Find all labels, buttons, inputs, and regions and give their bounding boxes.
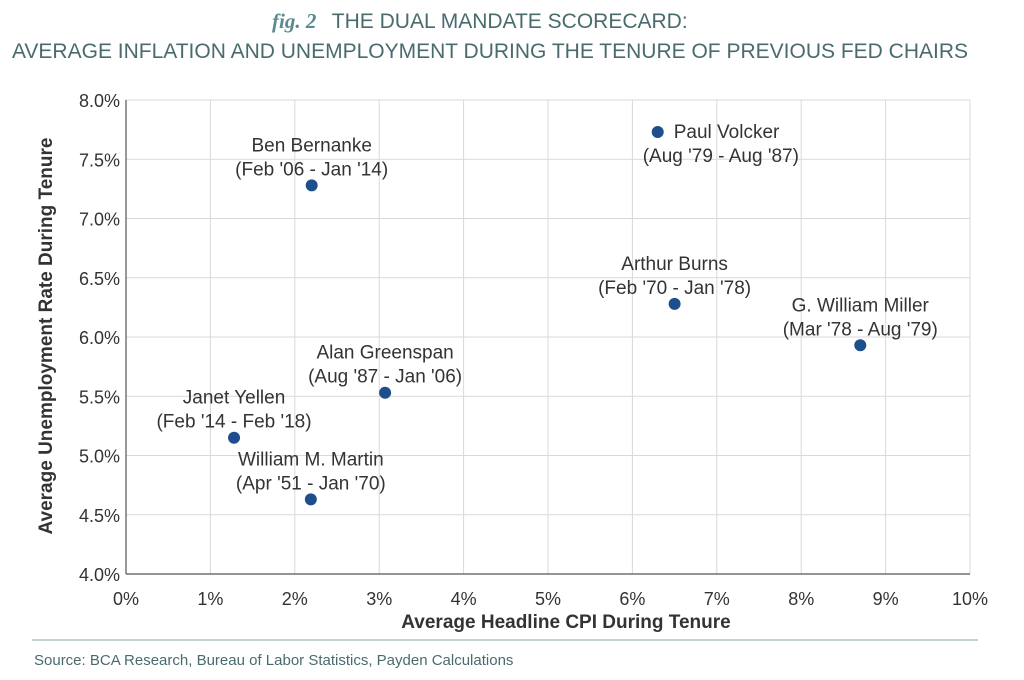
data-point <box>854 339 867 352</box>
point-name-label: William M. Martin <box>238 449 384 470</box>
x-tick-label: 8% <box>788 589 814 609</box>
y-tick-label: 6.5% <box>79 269 120 289</box>
y-tick-label: 7.5% <box>79 150 120 170</box>
y-tick-label: 8.0% <box>79 91 120 111</box>
point-labels: Paul Volcker (Aug '79 - Aug '87) Ben Berna… <box>156 122 937 494</box>
y-tick-label: 6.0% <box>79 328 120 348</box>
point-tenure-label: (Feb '70 - Jan '78) <box>598 278 751 299</box>
chart-title-line2: AVERAGE INFLATION AND UNEMPLOYMENT DURIN… <box>12 40 968 63</box>
chart-title-line1: fig. 2 THE DUAL MANDATE SCORECARD: <box>272 9 688 33</box>
data-point <box>304 493 317 506</box>
point-tenure-label: (Apr '51 - Jan '70) <box>236 473 386 494</box>
y-tick-label: 7.0% <box>79 210 120 230</box>
point-tenure-label: (Mar '78 - Aug '79) <box>783 319 938 340</box>
data-point <box>379 386 392 399</box>
point-name-label: Ben Bernanke <box>251 135 371 156</box>
y-tick-label: 5.5% <box>79 387 120 407</box>
y-tick-labels: 4.0% 4.5% 5.0% 5.5% 6.0% 6.5% 7.0% 7.5% 8.0% <box>79 91 120 585</box>
y-tick-label: 4.5% <box>79 506 120 526</box>
x-tick-label: 1% <box>197 589 223 609</box>
x-tick-label: 10% <box>952 589 988 609</box>
axes <box>125 100 970 575</box>
x-tick-label: 7% <box>704 589 730 609</box>
point-name-label: Alan Greenspan <box>316 343 453 364</box>
figure-label: fig. 2 <box>272 9 317 33</box>
x-tick-label: 5% <box>535 589 561 609</box>
x-tick-label: 0% <box>113 589 139 609</box>
point-name-label: Janet Yellen <box>183 388 286 409</box>
x-tick-label: 2% <box>282 589 308 609</box>
data-points <box>228 125 867 506</box>
point-tenure-label: (Aug '87 - Jan '06) <box>308 367 462 388</box>
source-note: Source: BCA Research, Bureau of Labor St… <box>34 652 513 669</box>
x-axis-title: Average Headline CPI During Tenure <box>401 612 730 633</box>
x-tick-label: 4% <box>451 589 477 609</box>
x-tick-labels: 0% 1% 2% 3% 4% 5% 6% 7% 8% 9% 10% <box>113 589 988 609</box>
y-tick-label: 5.0% <box>79 447 120 467</box>
y-axis-title: Average Unemployment Rate During Tenure <box>36 138 57 535</box>
data-point <box>305 179 318 192</box>
gridlines <box>126 99 971 574</box>
point-tenure-label: (Aug '79 - Aug '87) <box>643 146 799 167</box>
x-tick-label: 6% <box>619 589 645 609</box>
chart-title-main: THE DUAL MANDATE SCORECARD: <box>332 10 688 33</box>
point-name-label: Paul Volcker <box>674 122 780 143</box>
data-point <box>228 431 241 444</box>
data-point <box>668 297 681 310</box>
point-tenure-label: (Feb '14 - Feb '18) <box>156 412 311 433</box>
point-tenure-label: (Feb '06 - Jan '14) <box>235 159 388 180</box>
data-point <box>651 125 664 138</box>
x-tick-label: 3% <box>366 589 392 609</box>
y-tick-label: 4.0% <box>79 565 120 585</box>
point-name-label: Arthur Burns <box>621 254 728 275</box>
x-tick-label: 9% <box>873 589 899 609</box>
point-name-label: G. William Miller <box>792 295 930 316</box>
